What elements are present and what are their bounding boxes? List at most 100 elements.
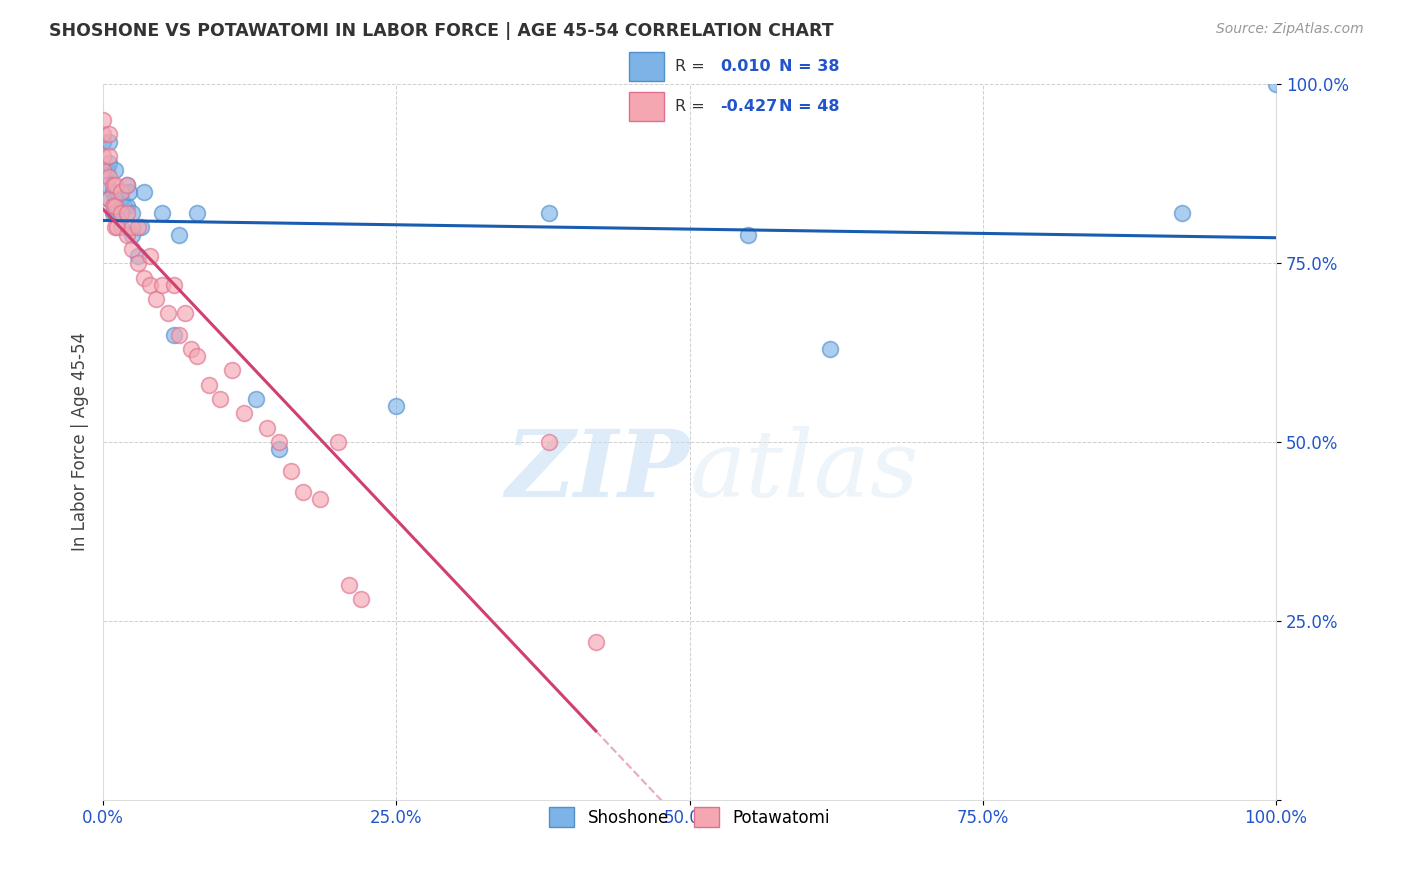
Point [174, 306, 197, 320]
Point [91, 163, 114, 178]
Point [110, 206, 132, 220]
Point [115, 227, 138, 242]
Point [101, 178, 124, 192]
Point [110, 220, 132, 235]
Point [186, 206, 208, 220]
Point [101, 206, 124, 220]
Point [98, 135, 121, 149]
Point [127, 220, 149, 235]
Text: N = 48: N = 48 [779, 99, 839, 114]
Text: R =: R = [675, 99, 710, 114]
Point [110, 192, 132, 206]
Point [112, 199, 135, 213]
Text: R =: R = [675, 59, 710, 74]
Point [150, 206, 173, 220]
Text: SHOSHONE VS POTAWATOMI IN LABOR FORCE | AGE 45-54 CORRELATION CHART: SHOSHONE VS POTAWATOMI IN LABOR FORCE | … [49, 22, 834, 40]
Point [121, 206, 143, 220]
Point [145, 292, 167, 306]
Point [105, 220, 128, 235]
Point [820, 342, 842, 356]
Text: ZIP: ZIP [505, 425, 689, 516]
Point [169, 227, 191, 242]
Point [350, 592, 373, 607]
Point [98, 128, 121, 142]
Point [104, 206, 127, 220]
Point [91, 128, 114, 142]
Point [98, 192, 121, 206]
FancyBboxPatch shape [630, 92, 664, 120]
Point [139, 277, 162, 292]
Point [232, 406, 254, 420]
Text: N = 38: N = 38 [779, 59, 839, 74]
Text: Source: ZipAtlas.com: Source: ZipAtlas.com [1216, 22, 1364, 37]
Point [101, 199, 124, 213]
Text: -0.427: -0.427 [720, 99, 778, 114]
Text: atlas: atlas [689, 425, 920, 516]
Point [91, 163, 114, 178]
Point [256, 420, 278, 434]
Point [91, 149, 114, 163]
Point [98, 170, 121, 185]
Point [737, 227, 759, 242]
Point [91, 113, 114, 128]
Point [98, 192, 121, 206]
Point [150, 277, 173, 292]
Point [104, 220, 127, 235]
Point [98, 156, 121, 170]
Point [115, 178, 138, 192]
Point [127, 249, 149, 263]
Point [105, 185, 128, 199]
Legend: Shoshone, Potawatomi: Shoshone, Potawatomi [543, 800, 837, 834]
Point [169, 327, 191, 342]
Point [104, 178, 127, 192]
Point [209, 392, 232, 406]
Point [96, 178, 118, 192]
Point [180, 342, 202, 356]
Point [121, 242, 143, 256]
Point [118, 185, 141, 199]
Point [186, 349, 208, 363]
Point [101, 185, 124, 199]
Point [139, 249, 162, 263]
Point [104, 163, 127, 178]
Point [339, 578, 361, 592]
Point [280, 464, 302, 478]
Point [115, 206, 138, 220]
Point [1171, 206, 1194, 220]
Point [110, 185, 132, 199]
Point [115, 199, 138, 213]
Y-axis label: In Labor Force | Age 45-54: In Labor Force | Age 45-54 [72, 333, 89, 551]
Point [98, 149, 121, 163]
Point [121, 220, 143, 235]
Point [267, 442, 290, 457]
Point [221, 363, 243, 377]
Point [129, 220, 152, 235]
Point [134, 185, 156, 199]
Point [537, 206, 560, 220]
Point [121, 227, 143, 242]
Point [115, 178, 138, 192]
Point [127, 256, 149, 270]
Point [309, 492, 332, 507]
Point [585, 635, 607, 649]
Point [162, 327, 184, 342]
Point [162, 277, 184, 292]
Point [537, 434, 560, 449]
Point [326, 434, 349, 449]
Point [104, 192, 127, 206]
Point [105, 206, 128, 220]
Point [291, 485, 314, 500]
Point [110, 206, 132, 220]
Point [96, 163, 118, 178]
Text: 0.010: 0.010 [720, 59, 770, 74]
Point [267, 434, 290, 449]
Point [197, 377, 219, 392]
Point [134, 270, 156, 285]
Point [104, 199, 127, 213]
Point [1265, 78, 1288, 92]
FancyBboxPatch shape [630, 53, 664, 81]
Point [91, 135, 114, 149]
Point [156, 306, 179, 320]
Point [385, 399, 408, 413]
Point [245, 392, 267, 406]
